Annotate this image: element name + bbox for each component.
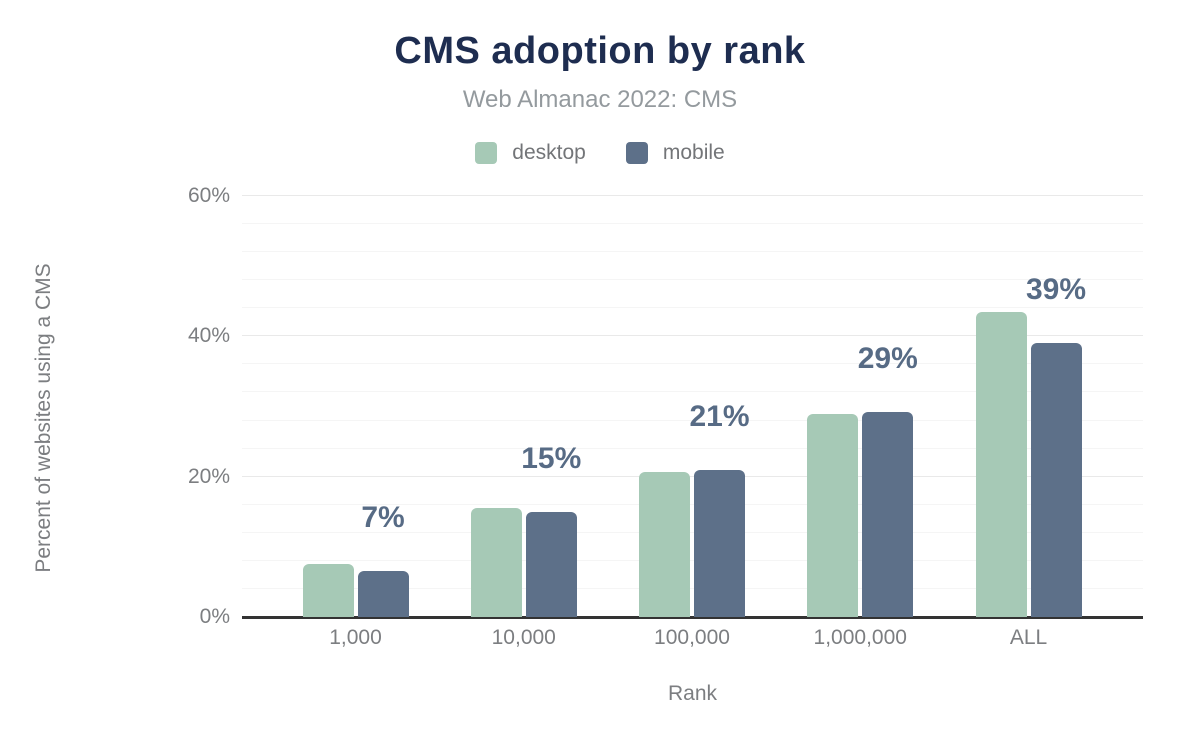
y-tick-20pct: 20% <box>187 464 230 488</box>
major-gridline <box>242 475 1143 477</box>
mobile-bar-ALL <box>1030 343 1082 617</box>
y-axis-title: Percent of websites using a CMS <box>32 263 55 573</box>
minor-gridline <box>242 531 1143 533</box>
desktop-bar-1000000 <box>807 413 859 617</box>
desktop-bar-10000 <box>470 508 522 617</box>
minor-gridline <box>242 447 1143 449</box>
desktop-bar-100000 <box>639 471 690 617</box>
minor-gridline <box>242 251 1143 253</box>
desktop-swatch-icon <box>475 142 498 164</box>
major-gridline <box>242 335 1143 337</box>
x-axis-title: Rank <box>667 682 718 705</box>
x-tick-1000000: 1,000,000 <box>813 626 907 649</box>
minor-gridline <box>242 279 1143 281</box>
x-tick-100000: 100,000 <box>654 626 730 649</box>
mobile-bar-100000 <box>694 469 745 617</box>
minor-gridline <box>242 223 1143 225</box>
mobile-bar-10000 <box>525 511 577 617</box>
desktop-bar-ALL <box>975 312 1027 617</box>
minor-gridline <box>242 419 1143 421</box>
mobile-legend-label: mobile <box>662 141 725 164</box>
minor-gridline <box>242 503 1143 505</box>
legend-item-desktop: desktop <box>475 141 586 165</box>
minor-gridline <box>242 307 1143 309</box>
x-tick-10000: 10,000 <box>491 626 556 649</box>
value-label-1000000: 29% <box>857 342 918 376</box>
desktop-bar-1000 <box>302 564 354 617</box>
value-label-1000: 7% <box>361 500 405 534</box>
x-axis-line <box>242 616 1143 619</box>
mobile-bar-1000 <box>357 570 409 617</box>
value-label-100000: 21% <box>689 399 750 433</box>
value-label-ALL: 39% <box>1025 273 1087 307</box>
chart-title: CMS adoption by rank <box>394 30 806 72</box>
chart-subtitle: Web Almanac 2022: CMS <box>462 86 738 113</box>
minor-gridline <box>242 587 1143 589</box>
y-tick-60pct: 60% <box>187 184 230 207</box>
major-gridline <box>242 195 1143 196</box>
legend-item-mobile: mobile <box>625 141 725 165</box>
desktop-legend-label: desktop <box>512 141 586 164</box>
chart-legend: desktop mobile <box>0 141 1200 165</box>
minor-gridline <box>242 559 1143 561</box>
x-tick-1000: 1,000 <box>329 626 382 649</box>
minor-gridline <box>242 391 1143 393</box>
value-label-10000: 15% <box>521 441 582 475</box>
plot-area: 7% 15% 21% 29% 39% <box>242 195 1143 619</box>
y-tick-40pct: 40% <box>187 324 230 348</box>
x-tick-ALL: ALL <box>1009 626 1048 649</box>
mobile-swatch-icon <box>625 142 648 164</box>
y-tick-0pct: 0% <box>199 605 230 628</box>
mobile-bar-1000000 <box>862 412 914 617</box>
minor-gridline <box>242 363 1143 365</box>
